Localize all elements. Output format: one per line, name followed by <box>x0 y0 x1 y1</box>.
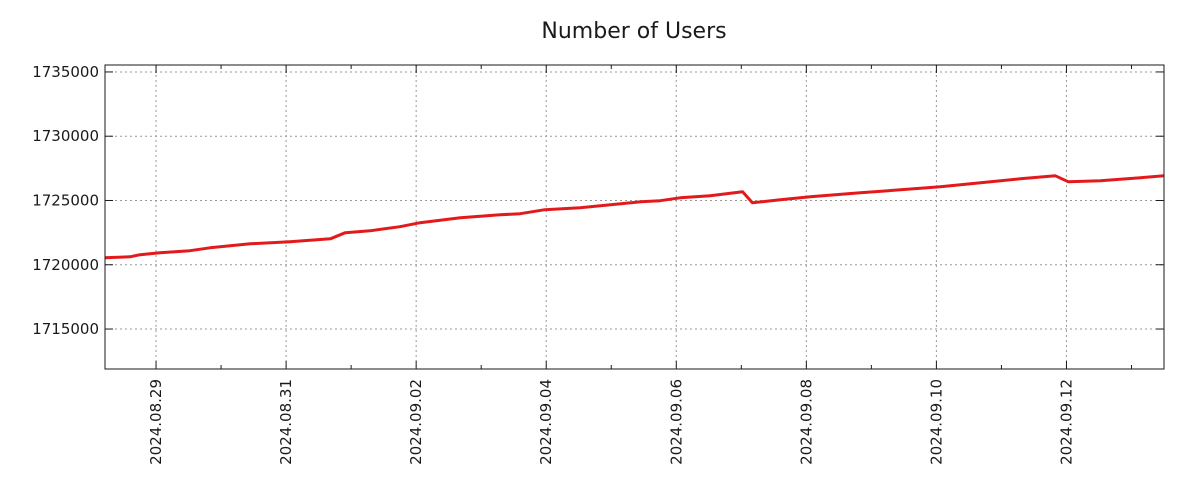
x-tick-label: 2024.08.29 <box>147 379 165 465</box>
y-tick-label: 1725000 <box>32 191 99 209</box>
series-line <box>104 174 1165 260</box>
x-tick-label: 2024.09.10 <box>927 379 945 465</box>
x-tick-label: 2024.09.12 <box>1057 379 1075 465</box>
grid <box>105 65 1164 369</box>
chart-title: Number of Users <box>541 19 726 44</box>
x-tick-label: 2024.09.08 <box>797 379 815 465</box>
x-tick-label: 2024.09.02 <box>407 379 425 465</box>
y-tick-label: 1720000 <box>32 256 99 274</box>
plot-frame <box>104 64 1165 370</box>
x-tick-label: 2024.08.31 <box>277 379 295 465</box>
axis-ticks: 1715000 1720000 1725000 1730000 1735000 2024.… <box>32 63 1164 465</box>
x-tick-label: 2024.09.04 <box>537 379 555 465</box>
x-tick-label: 2024.09.06 <box>667 379 685 465</box>
y-tick-label: 1715000 <box>32 320 99 338</box>
y-tick-label: 1735000 <box>32 63 99 81</box>
series-layer <box>104 174 1165 260</box>
y-tick-label: 1730000 <box>32 127 99 145</box>
